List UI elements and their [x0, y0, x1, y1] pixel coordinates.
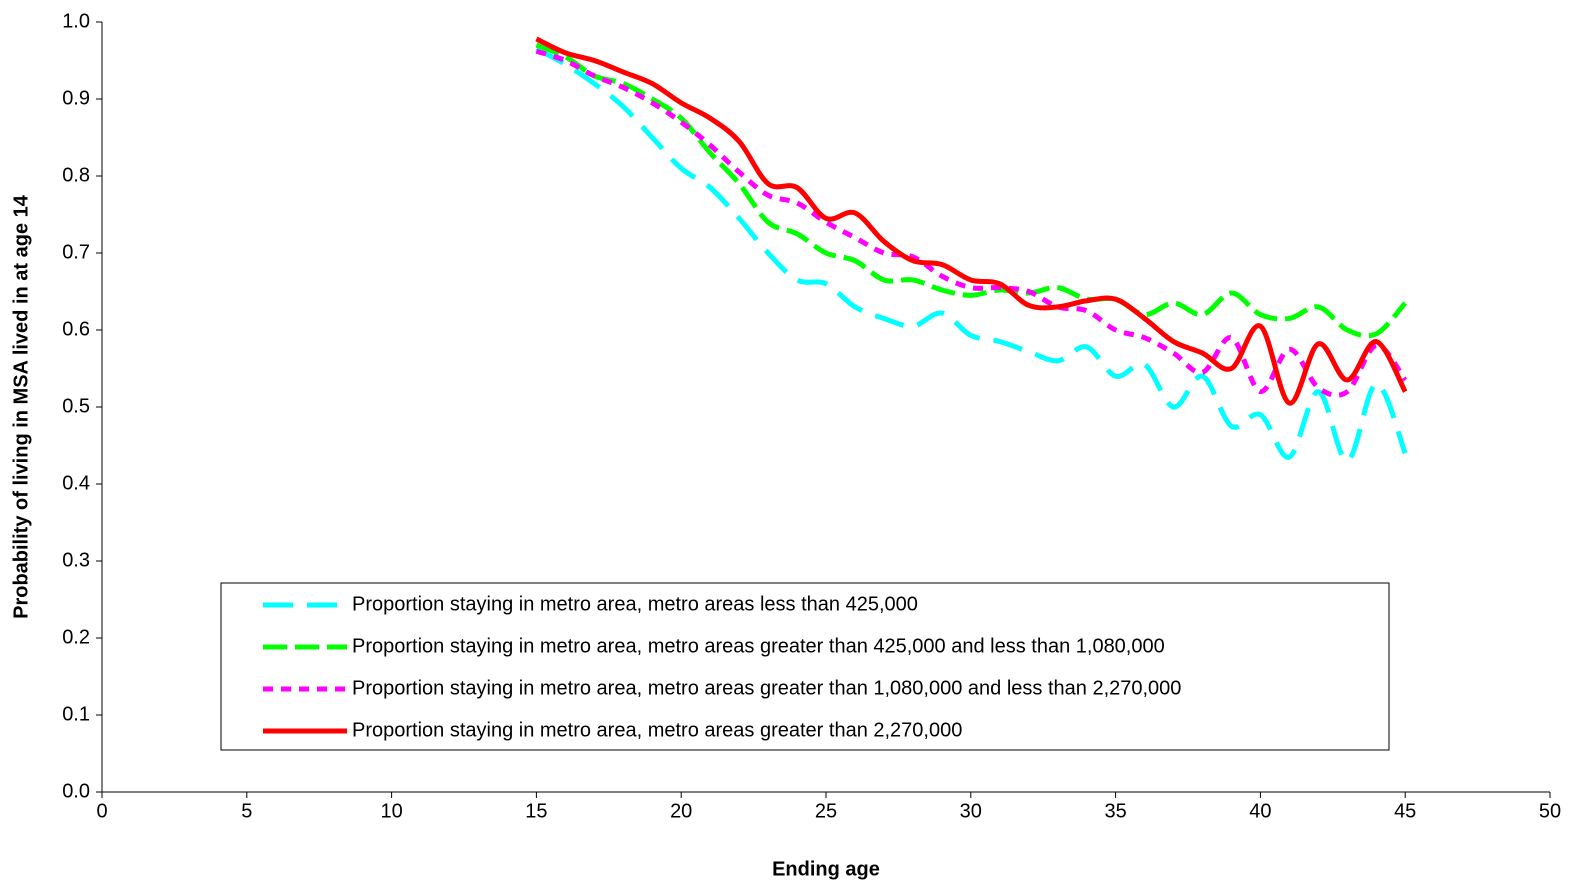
- x-tick-label: 20: [670, 800, 692, 822]
- x-axis-title: Ending age: [772, 858, 880, 880]
- x-tick-label: 50: [1539, 800, 1561, 822]
- y-tick-label: 0.7: [62, 241, 90, 263]
- x-tick-label: 45: [1394, 800, 1416, 822]
- series-line: [535, 36, 1408, 406]
- y-tick-label: 0.3: [62, 549, 90, 571]
- x-tick-label: 0: [96, 800, 107, 822]
- y-tick-label: 0.4: [62, 472, 90, 494]
- y-tick-label: 1.0: [62, 10, 90, 32]
- x-tick-label: 10: [380, 800, 402, 822]
- x-tick-label: 40: [1249, 800, 1271, 822]
- legend-label: Proportion staying in metro area, metro …: [352, 719, 962, 741]
- x-tick-label: 15: [525, 800, 547, 822]
- series-line: [535, 42, 1408, 339]
- legend-label: Proportion staying in metro area, metro …: [352, 635, 1165, 657]
- y-tick-label: 0.6: [62, 318, 90, 340]
- y-tick-label: 0.5: [62, 395, 90, 417]
- y-tick-label: 0.2: [62, 626, 90, 648]
- y-tick-label: 0.0: [62, 780, 90, 802]
- y-tick-label: 0.8: [62, 164, 90, 186]
- series-line: [535, 46, 1408, 464]
- legend-box: [220, 582, 1390, 751]
- x-tick-label: 35: [1104, 800, 1126, 822]
- x-tick-label: 30: [960, 800, 982, 822]
- y-tick-label: 0.1: [62, 703, 90, 725]
- x-tick-label: 5: [241, 800, 252, 822]
- series-line: [535, 48, 1408, 398]
- x-tick-label: 25: [815, 800, 837, 822]
- legend-label: Proportion staying in metro area, metro …: [352, 677, 1181, 699]
- y-tick-label: 0.9: [62, 87, 90, 109]
- legend-label: Proportion staying in metro area, metro …: [352, 593, 918, 615]
- y-axis-title: Probability of living in MSA lived in at…: [10, 194, 32, 619]
